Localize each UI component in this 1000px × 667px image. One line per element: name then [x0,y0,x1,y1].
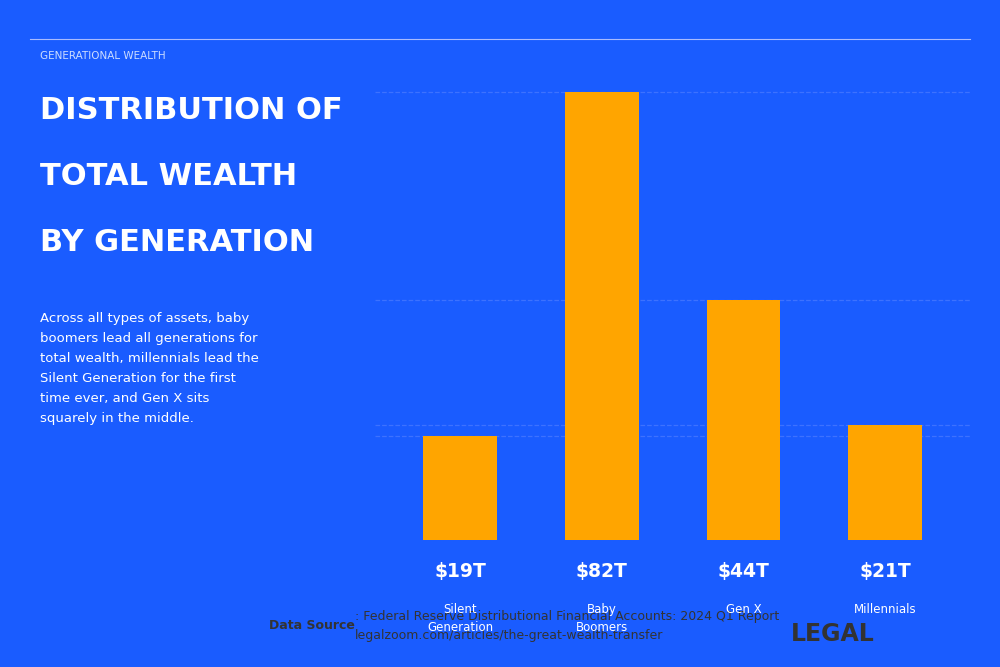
Text: Across all types of assets, baby
boomers lead all generations for
total wealth, : Across all types of assets, baby boomers… [40,312,259,425]
Bar [848,426,922,540]
Text: : Federal Reserve Distributional Financial Accounts: 2024 Q1 Report
legalzoom.co: : Federal Reserve Distributional Financi… [355,610,779,642]
Text: $19T: $19T [434,562,486,581]
Text: $21T: $21T [859,562,911,581]
Text: TOTAL WEALTH: TOTAL WEALTH [40,162,297,191]
Text: $82T: $82T [576,562,628,581]
Text: Millennials: Millennials [854,603,916,616]
Text: BY GENERATION: BY GENERATION [40,228,314,257]
Text: ZOOM: ZOOM [875,622,956,646]
Text: Baby
Boomers: Baby Boomers [576,603,628,634]
Text: DISTRIBUTION OF: DISTRIBUTION OF [40,96,343,125]
Text: GENERATIONAL WEALTH: GENERATIONAL WEALTH [40,51,166,61]
Text: Gen X: Gen X [726,603,761,616]
Bar [423,436,497,540]
Text: Data Source: Data Source [269,619,355,632]
Text: LEGAL: LEGAL [791,622,875,646]
Bar [565,92,639,540]
Text: $44T: $44T [717,562,769,581]
Bar [706,299,780,540]
Text: Silent
Generation: Silent Generation [427,603,493,634]
